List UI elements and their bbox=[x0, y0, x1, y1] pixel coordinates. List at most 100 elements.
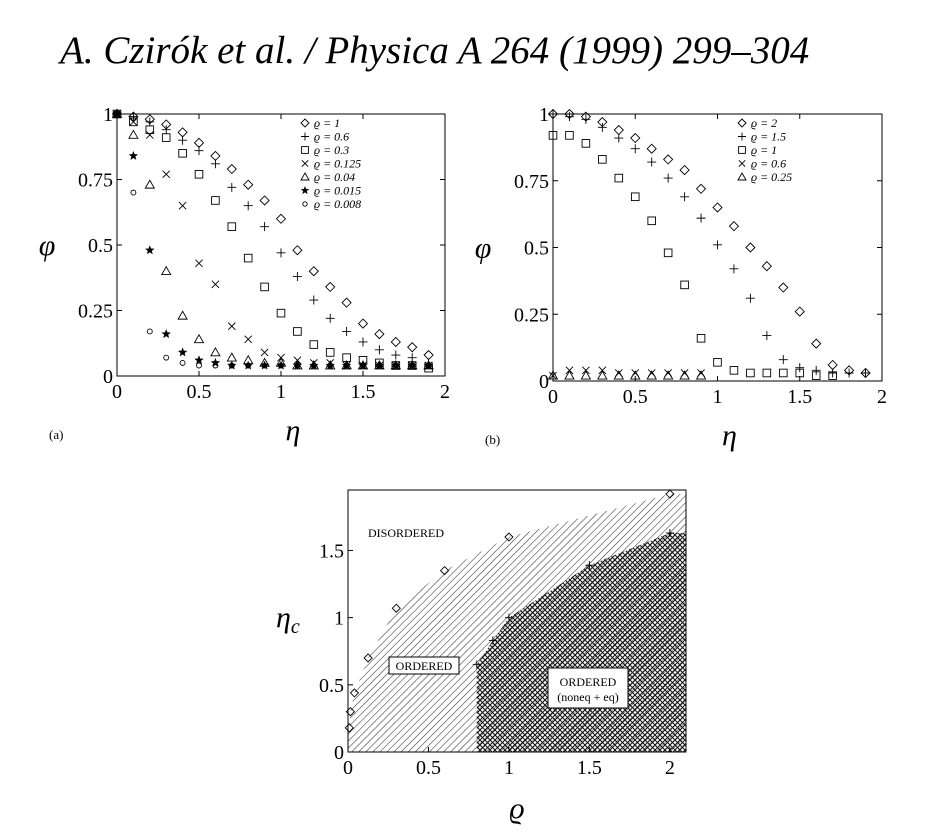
data-point-plus bbox=[325, 313, 335, 323]
data-point-plus bbox=[778, 355, 788, 365]
data-point-triangle bbox=[662, 370, 674, 380]
y-tick-label: 0.25 bbox=[514, 304, 549, 326]
region-label-box bbox=[547, 667, 629, 709]
data-point-star bbox=[423, 360, 434, 370]
legend-marker-star bbox=[300, 185, 310, 195]
data-point-square bbox=[309, 340, 319, 349]
x-tick-label: 1.5 bbox=[351, 381, 376, 403]
y-axis-label: φ bbox=[475, 232, 492, 265]
legend-entry: ϱ = 1 bbox=[751, 143, 777, 157]
legend-marker-square bbox=[301, 146, 309, 154]
data-point-square bbox=[194, 169, 204, 179]
data-point-square bbox=[811, 371, 821, 380]
y-tick-label: 0.25 bbox=[78, 301, 113, 323]
data-point-cross bbox=[145, 131, 154, 139]
data-point-diamond bbox=[728, 221, 740, 232]
panel-label: (a) bbox=[49, 427, 63, 442]
x-tick-label: 2 bbox=[877, 386, 887, 408]
x-tick-label: 2 bbox=[440, 381, 450, 403]
data-point-circle bbox=[327, 362, 334, 369]
legend-marker-cross bbox=[301, 159, 309, 168]
y-tick-label: 0 bbox=[334, 742, 344, 764]
legend-entry: ϱ = 0.6 bbox=[751, 157, 786, 171]
data-point-square bbox=[565, 131, 574, 140]
data-point-triangle bbox=[160, 265, 172, 276]
data-point-star bbox=[292, 360, 303, 370]
data-point-circle bbox=[261, 362, 268, 369]
data-point-circle bbox=[425, 362, 432, 369]
data-point-cross bbox=[211, 280, 220, 289]
data-point-square bbox=[663, 248, 673, 258]
data-point-plus bbox=[161, 125, 171, 135]
data-point-star bbox=[161, 329, 172, 339]
data-point-star bbox=[341, 360, 352, 370]
data-point-triangle bbox=[547, 370, 559, 380]
legend-entry: ϱ = 0.6 bbox=[314, 130, 349, 144]
data-point-star bbox=[390, 360, 401, 370]
data-point-square bbox=[325, 348, 335, 357]
y-axis-label-subscript: c bbox=[291, 616, 300, 638]
data-point-triangle bbox=[679, 370, 690, 380]
data-point-circle bbox=[278, 362, 284, 369]
data-point-cross bbox=[129, 117, 138, 126]
x-tick-label: 1 bbox=[504, 757, 514, 779]
data-point-plus bbox=[745, 293, 755, 303]
data-point-plus bbox=[128, 112, 138, 122]
data-point-circle bbox=[360, 362, 366, 369]
data-point-diamond bbox=[275, 213, 287, 224]
data-point-plus bbox=[844, 368, 854, 378]
data-point-square bbox=[614, 173, 624, 183]
data-point-star bbox=[358, 360, 368, 370]
data-point-diamond bbox=[259, 195, 270, 206]
region-label-box bbox=[388, 656, 460, 675]
legend-entry: ϱ = 0.3 bbox=[314, 143, 349, 157]
data-point-plus bbox=[564, 112, 574, 122]
boundary-point-diamond bbox=[504, 532, 514, 542]
data-point-plus bbox=[178, 135, 188, 145]
data-point-diamond bbox=[243, 179, 254, 190]
data-point-plus bbox=[342, 326, 352, 336]
data-point-star bbox=[276, 360, 286, 370]
y-tick-label: 1 bbox=[539, 104, 549, 126]
region-sublabel: (noneq + eq) bbox=[557, 690, 618, 704]
data-point-circle bbox=[179, 359, 186, 366]
data-point-plus bbox=[713, 240, 722, 250]
data-point-cross bbox=[162, 170, 171, 179]
data-point-triangle bbox=[193, 333, 205, 344]
data-point-star bbox=[325, 360, 336, 370]
data-point-diamond bbox=[308, 266, 319, 277]
data-point-plus bbox=[597, 122, 607, 132]
y-tick-label: 1 bbox=[103, 104, 113, 126]
y-tick-label: 0.75 bbox=[78, 170, 113, 192]
legend-entry: ϱ = 0.04 bbox=[314, 170, 355, 184]
boundary-point-diamond bbox=[391, 603, 401, 613]
boundary-point-diamond bbox=[665, 489, 675, 499]
data-point-square bbox=[828, 371, 837, 380]
region-label-ordered-noneq: ORDERED bbox=[560, 675, 617, 689]
data-point-diamond bbox=[210, 150, 221, 162]
data-point-plus bbox=[276, 248, 286, 258]
data-point-triangle bbox=[564, 370, 575, 380]
data-point-triangle bbox=[128, 129, 139, 139]
panel-c-phase-diagram: 0 0.5 1 1.5 2 0 0.5 1 1.5 ϱ ηc DISORDERED ORDERED ORD… bbox=[276, 489, 687, 825]
data-point-plus bbox=[630, 144, 640, 154]
y-tick-label: 0 bbox=[103, 366, 113, 388]
data-point-cross bbox=[260, 348, 269, 357]
data-point-square bbox=[762, 368, 772, 378]
data-point-circle bbox=[392, 362, 399, 369]
legend-entry: ϱ = 0.015 bbox=[314, 184, 361, 198]
legend-entry: ϱ = 1 bbox=[314, 116, 340, 130]
data-point-plus bbox=[828, 368, 838, 378]
data-point-circle bbox=[163, 354, 170, 361]
data-point-plus bbox=[581, 114, 591, 124]
data-point-square bbox=[161, 133, 171, 142]
data-point-square bbox=[293, 327, 302, 336]
data-point-diamond bbox=[811, 338, 822, 349]
data-point-diamond bbox=[292, 245, 303, 256]
x-tick-label: 1 bbox=[713, 386, 723, 408]
boundary-point-diamond bbox=[344, 723, 354, 733]
data-point-diamond bbox=[193, 137, 205, 148]
data-point-plus bbox=[663, 173, 673, 183]
data-point-square bbox=[680, 280, 689, 290]
data-point-circle bbox=[409, 362, 416, 369]
